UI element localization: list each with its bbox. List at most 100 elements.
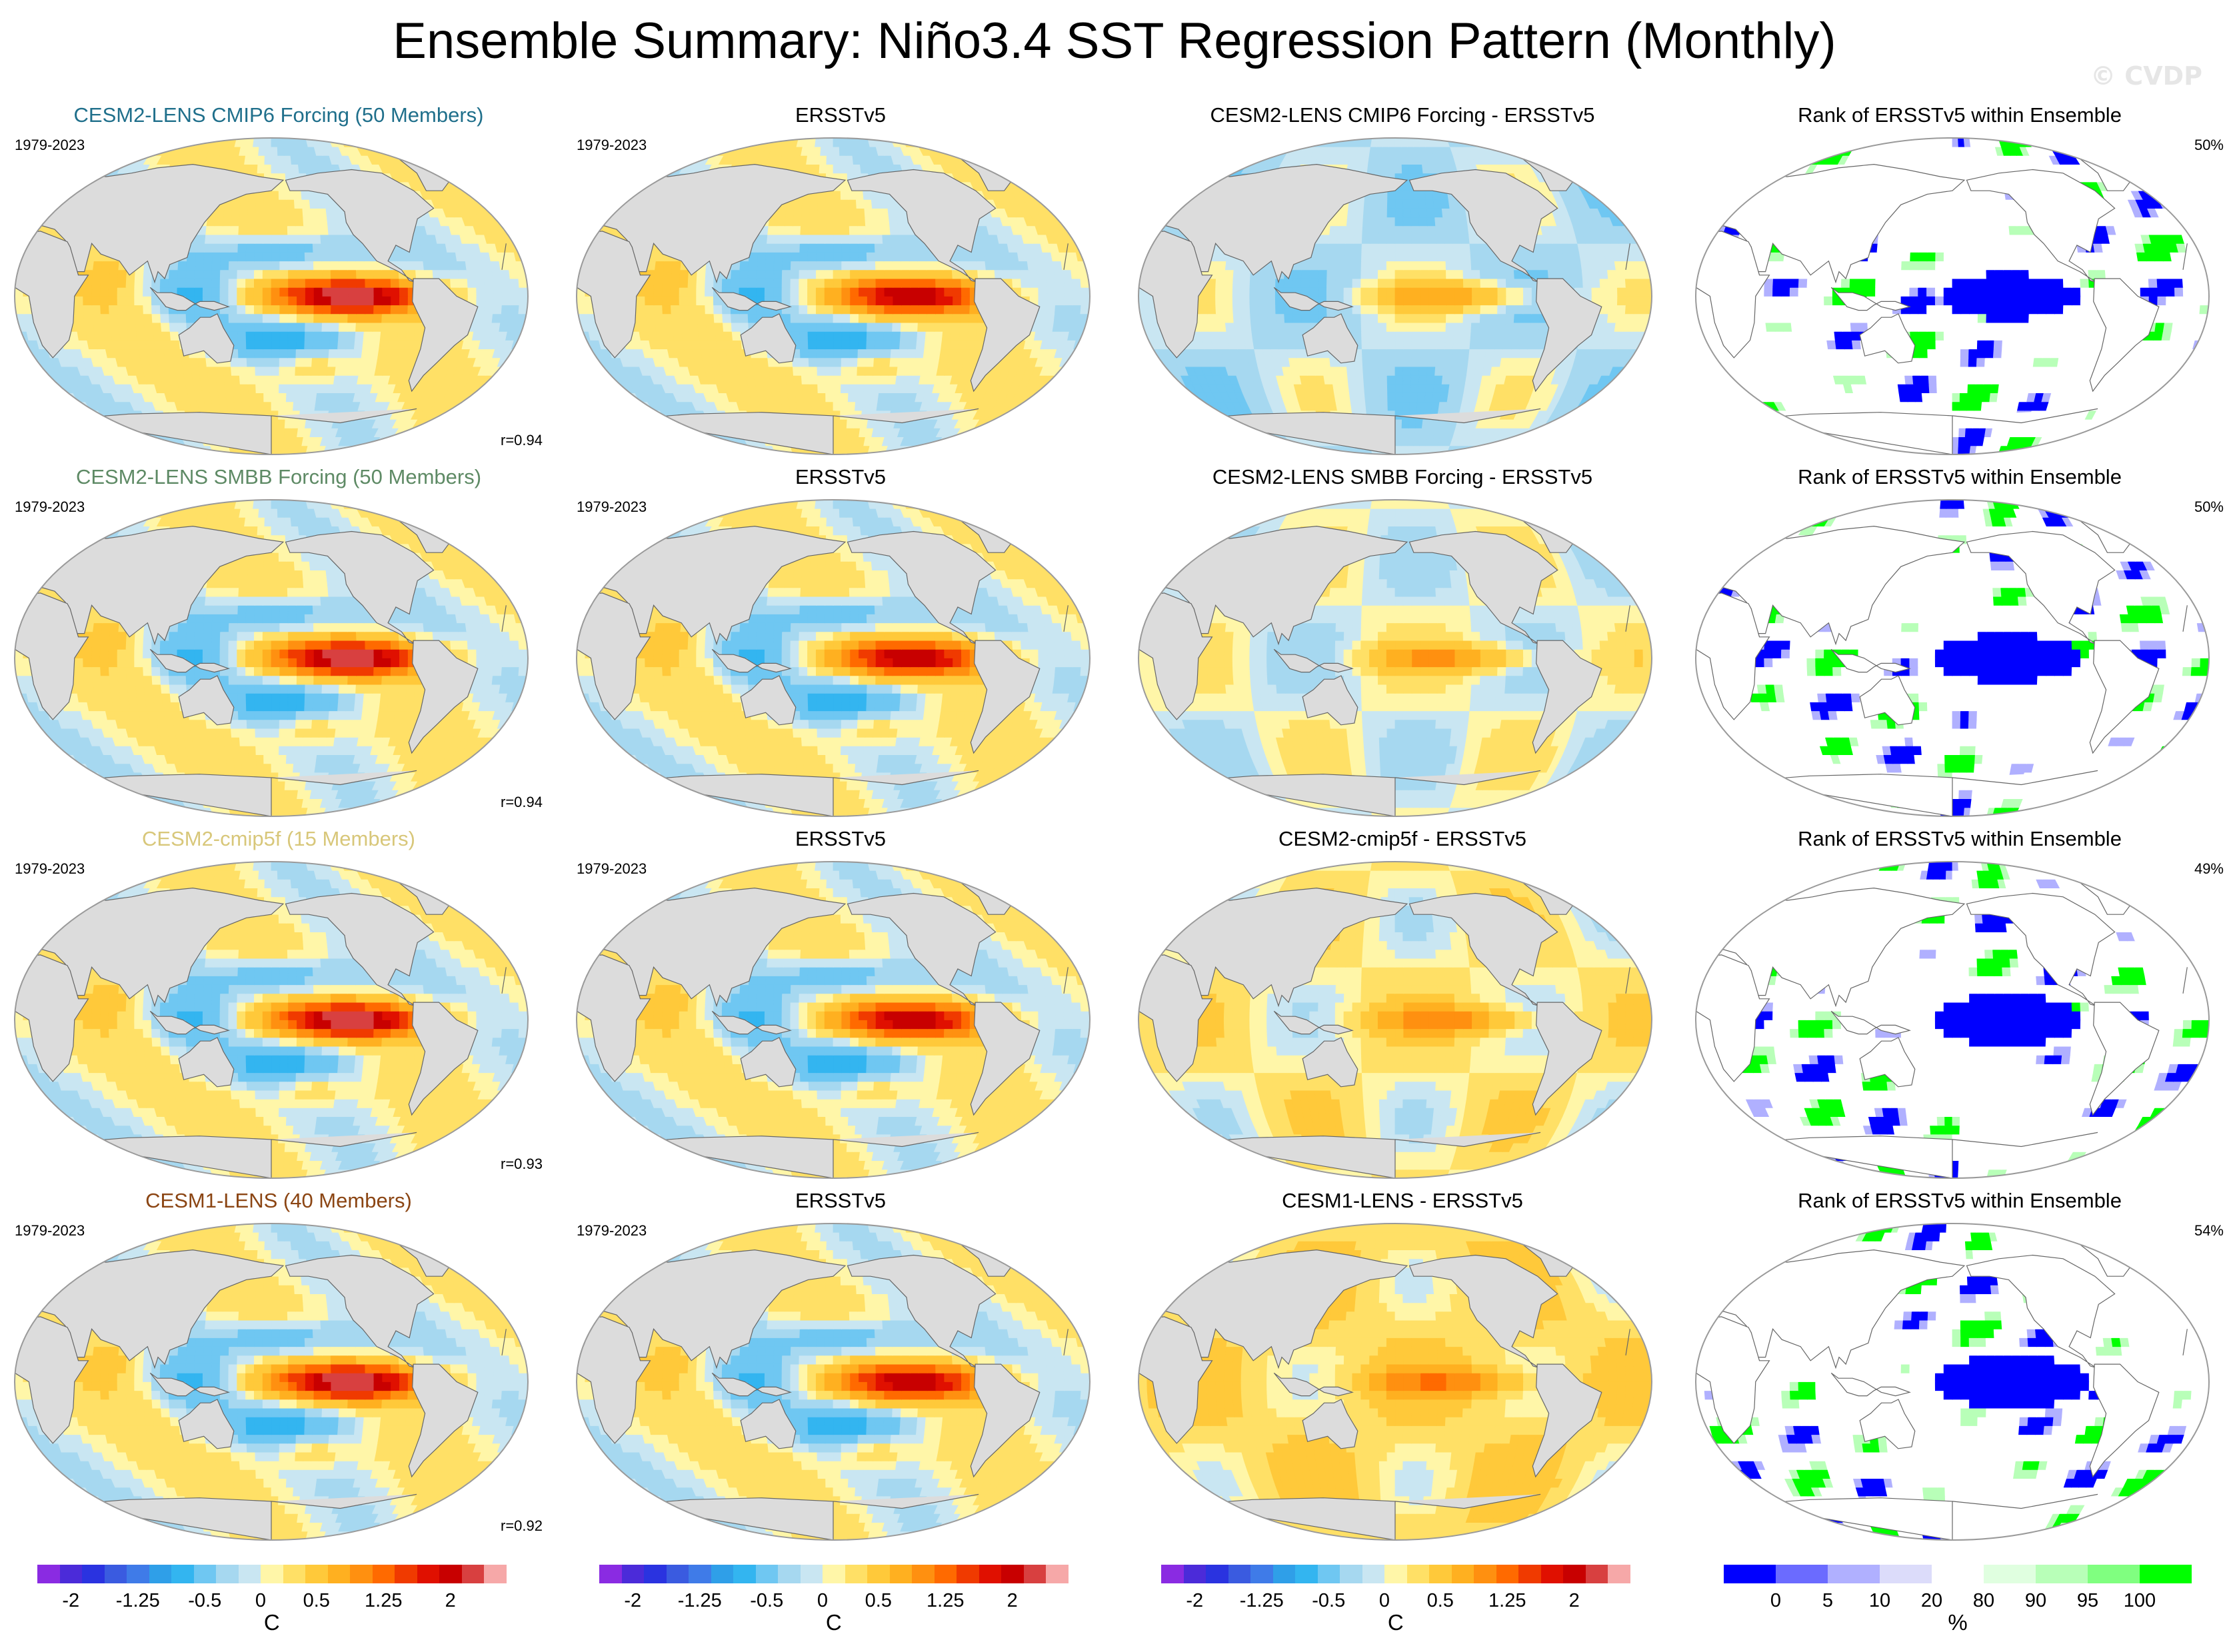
rank-percent: 50% [2194,137,2224,154]
land-namerica [1408,169,1558,283]
map-obs [576,499,1091,817]
colorbar-tick-label: -1.25 [1240,1590,1284,1612]
panel-title: ERSSTv5 [562,827,1119,851]
colorbar-box [82,1565,105,1583]
colorbar-box [127,1565,149,1583]
colorbar-tick-label: 0 [255,1590,266,1612]
colorbar-box [1384,1565,1407,1583]
colorbar-rank-4: 0 5 10 20 80 90 95 100% [1681,1558,2229,1638]
panel-title: CESM2-LENS SMBB Forcing (50 Members) [0,465,557,489]
colorbar-box [283,1565,305,1583]
colorbar-box [1429,1565,1452,1583]
colorbar-box [979,1565,1001,1583]
map-model [14,861,529,1179]
colorbar-tick-label: 100 [2124,1590,2156,1612]
colorbar-box [1776,1565,1828,1583]
panel-title: CESM2-cmip5f - ERSSTv5 [1124,827,1681,851]
colorbar-box [305,1565,328,1583]
colorbar-box [1406,1565,1429,1583]
panel-title: CESM2-LENS SMBB Forcing - ERSSTv5 [1124,465,1681,489]
map-model [14,1223,529,1541]
colorbar-box [261,1565,283,1583]
land-africa [577,231,1069,359]
watermark: © CVDP [2090,61,2202,91]
colorbar-tick-label: 0 [1379,1590,1390,1612]
land-antarctica [1742,1132,2098,1178]
land-antarctica [61,408,417,454]
colorbar-box [104,1565,127,1583]
land-africa [15,954,507,1082]
colorbar-box [666,1565,689,1583]
colorbar-tick-label: 0 [817,1590,828,1612]
land-samerica [970,640,1041,754]
period-label: 1979-2023 [577,137,647,154]
colorbar-box [1540,1565,1563,1583]
map-border [1138,499,1652,817]
colorbar-tick-label: 1.25 [365,1590,402,1612]
land-indonesia [711,287,792,311]
colorbar-tick-label: -1.25 [116,1590,160,1612]
colorbar-box [733,1565,756,1583]
colorbar-box [689,1565,711,1583]
land-africa [1696,231,2188,359]
colorbar-box [845,1565,867,1583]
map-border [1138,861,1652,1179]
panel-title: CESM2-cmip5f (15 Members) [0,827,557,851]
colorbar-tick-label: 1.25 [1488,1590,1526,1612]
colorbar-tick-label: 0 [1770,1590,1781,1612]
colorbar-box [1518,1565,1541,1583]
colorbar-box [2140,1565,2192,1583]
land-namerica [1408,892,1558,1006]
colorbar-box [711,1565,733,1583]
land-australia [178,1037,235,1088]
land-antarctica [623,408,979,454]
land-africa [15,231,507,359]
colorbar-box [1496,1565,1518,1583]
colorbar-box [1183,1565,1206,1583]
land-australia [178,313,235,364]
colorbar-tick-label: 80 [1973,1590,1994,1612]
colorbar-box [1932,1565,1984,1583]
colorbar-box [1001,1565,1024,1583]
land-namerica [847,892,997,1006]
colorbar-box [1023,1565,1046,1583]
land-australia [178,675,235,726]
colorbar-box [823,1565,845,1583]
map-diff [1138,861,1652,1179]
map-border [1695,137,2210,455]
panel-title: ERSSTv5 [562,103,1119,127]
land-namerica [847,169,997,283]
land-samerica [2089,640,2160,754]
map-obs [576,137,1091,455]
land-africa [1696,1316,2188,1444]
land-antarctica [1742,770,2098,816]
pattern-correlation: r=0.92 [501,1517,543,1535]
colorbar-box [644,1565,667,1583]
colorbar-box [37,1565,60,1583]
land-antarctica [1185,1132,1541,1178]
land-australia [1859,675,1916,726]
land-antarctica [623,1132,979,1178]
colorbar-box [957,1565,979,1583]
panel-model-row-2: CESM2-LENS SMBB Forcing (50 Members) 1979… [0,465,557,828]
colorbar-box [439,1565,462,1583]
period-label: 1979-2023 [577,1222,647,1239]
land-africa [1138,592,1630,720]
colorbar-box [1046,1565,1069,1583]
land-indonesia [711,648,792,673]
panel-title: CESM2-LENS CMIP6 Forcing - ERSSTv5 [1124,103,1681,127]
land-indonesia [149,1010,230,1035]
colorbar-box [1161,1565,1184,1583]
colorbar-sst-3: -2 -1.25 -0.5 0 0.5 1.25 2 C [1124,1558,1681,1638]
map-border [14,499,529,817]
panel-diff-row-3: CESM2-cmip5f - ERSSTv5 [1124,827,1681,1190]
colorbar-box [621,1565,644,1583]
land-antarctica [1742,408,2098,454]
period-label: 1979-2023 [577,860,647,878]
land-namerica [847,530,997,644]
land-australia [1302,313,1358,364]
colorbar-box [484,1565,507,1583]
land-indonesia [149,648,230,673]
pattern-correlation: r=0.94 [501,432,543,449]
land-samerica [408,1363,479,1478]
